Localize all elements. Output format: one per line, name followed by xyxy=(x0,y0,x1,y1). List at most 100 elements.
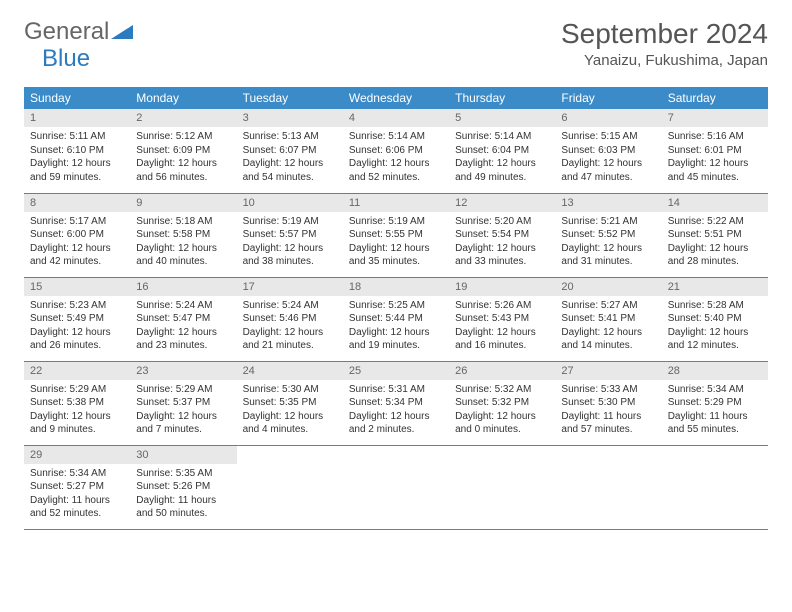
day-details: Sunrise: 5:14 AMSunset: 6:04 PMDaylight:… xyxy=(449,127,555,188)
day-details: Sunrise: 5:21 AMSunset: 5:52 PMDaylight:… xyxy=(555,212,661,273)
day-number: 24 xyxy=(237,362,343,380)
calendar-cell: 21Sunrise: 5:28 AMSunset: 5:40 PMDayligh… xyxy=(662,277,768,361)
weekday-header: Wednesday xyxy=(343,87,449,109)
calendar-cell: 29Sunrise: 5:34 AMSunset: 5:27 PMDayligh… xyxy=(24,445,130,529)
day-number: 6 xyxy=(555,109,661,127)
day-details: Sunrise: 5:34 AMSunset: 5:29 PMDaylight:… xyxy=(662,380,768,441)
day-number: 16 xyxy=(130,278,236,296)
day-number: 5 xyxy=(449,109,555,127)
calendar-cell: 20Sunrise: 5:27 AMSunset: 5:41 PMDayligh… xyxy=(555,277,661,361)
day-number: 2 xyxy=(130,109,236,127)
logo-text-blue: Blue xyxy=(42,45,90,73)
day-details: Sunrise: 5:33 AMSunset: 5:30 PMDaylight:… xyxy=(555,380,661,441)
logo: General xyxy=(24,18,133,46)
day-details: Sunrise: 5:31 AMSunset: 5:34 PMDaylight:… xyxy=(343,380,449,441)
calendar-table: SundayMondayTuesdayWednesdayThursdayFrid… xyxy=(24,87,768,530)
day-details: Sunrise: 5:14 AMSunset: 6:06 PMDaylight:… xyxy=(343,127,449,188)
calendar-row: 1Sunrise: 5:11 AMSunset: 6:10 PMDaylight… xyxy=(24,109,768,193)
day-number: 18 xyxy=(343,278,449,296)
weekday-header: Monday xyxy=(130,87,236,109)
month-title: September 2024 xyxy=(561,18,768,50)
calendar-cell: 18Sunrise: 5:25 AMSunset: 5:44 PMDayligh… xyxy=(343,277,449,361)
day-number: 13 xyxy=(555,194,661,212)
calendar-cell: 23Sunrise: 5:29 AMSunset: 5:37 PMDayligh… xyxy=(130,361,236,445)
day-details: Sunrise: 5:29 AMSunset: 5:37 PMDaylight:… xyxy=(130,380,236,441)
calendar-cell: 26Sunrise: 5:32 AMSunset: 5:32 PMDayligh… xyxy=(449,361,555,445)
day-details: Sunrise: 5:11 AMSunset: 6:10 PMDaylight:… xyxy=(24,127,130,188)
day-number: 7 xyxy=(662,109,768,127)
day-number: 3 xyxy=(237,109,343,127)
calendar-cell: 30Sunrise: 5:35 AMSunset: 5:26 PMDayligh… xyxy=(130,445,236,529)
day-number: 23 xyxy=(130,362,236,380)
day-number: 4 xyxy=(343,109,449,127)
calendar-cell: 11Sunrise: 5:19 AMSunset: 5:55 PMDayligh… xyxy=(343,193,449,277)
calendar-cell: 19Sunrise: 5:26 AMSunset: 5:43 PMDayligh… xyxy=(449,277,555,361)
weekday-header: Friday xyxy=(555,87,661,109)
weekday-header: Saturday xyxy=(662,87,768,109)
calendar-row: 29Sunrise: 5:34 AMSunset: 5:27 PMDayligh… xyxy=(24,445,768,529)
calendar-cell: 10Sunrise: 5:19 AMSunset: 5:57 PMDayligh… xyxy=(237,193,343,277)
day-details: Sunrise: 5:24 AMSunset: 5:46 PMDaylight:… xyxy=(237,296,343,357)
day-number: 1 xyxy=(24,109,130,127)
day-details: Sunrise: 5:32 AMSunset: 5:32 PMDaylight:… xyxy=(449,380,555,441)
day-details: Sunrise: 5:25 AMSunset: 5:44 PMDaylight:… xyxy=(343,296,449,357)
day-number: 19 xyxy=(449,278,555,296)
day-details: Sunrise: 5:26 AMSunset: 5:43 PMDaylight:… xyxy=(449,296,555,357)
calendar-cell: 13Sunrise: 5:21 AMSunset: 5:52 PMDayligh… xyxy=(555,193,661,277)
calendar-cell xyxy=(343,445,449,529)
day-details: Sunrise: 5:19 AMSunset: 5:57 PMDaylight:… xyxy=(237,212,343,273)
weekday-header: Tuesday xyxy=(237,87,343,109)
calendar-cell: 14Sunrise: 5:22 AMSunset: 5:51 PMDayligh… xyxy=(662,193,768,277)
day-details: Sunrise: 5:27 AMSunset: 5:41 PMDaylight:… xyxy=(555,296,661,357)
calendar-cell: 8Sunrise: 5:17 AMSunset: 6:00 PMDaylight… xyxy=(24,193,130,277)
calendar-body: 1Sunrise: 5:11 AMSunset: 6:10 PMDaylight… xyxy=(24,109,768,529)
day-details: Sunrise: 5:17 AMSunset: 6:00 PMDaylight:… xyxy=(24,212,130,273)
day-details: Sunrise: 5:35 AMSunset: 5:26 PMDaylight:… xyxy=(130,464,236,525)
day-number: 8 xyxy=(24,194,130,212)
day-number: 15 xyxy=(24,278,130,296)
calendar-cell: 7Sunrise: 5:16 AMSunset: 6:01 PMDaylight… xyxy=(662,109,768,193)
calendar-cell: 16Sunrise: 5:24 AMSunset: 5:47 PMDayligh… xyxy=(130,277,236,361)
calendar-cell: 6Sunrise: 5:15 AMSunset: 6:03 PMDaylight… xyxy=(555,109,661,193)
day-details: Sunrise: 5:28 AMSunset: 5:40 PMDaylight:… xyxy=(662,296,768,357)
title-block: September 2024 Yanaizu, Fukushima, Japan xyxy=(561,18,768,69)
calendar-cell: 28Sunrise: 5:34 AMSunset: 5:29 PMDayligh… xyxy=(662,361,768,445)
day-details: Sunrise: 5:15 AMSunset: 6:03 PMDaylight:… xyxy=(555,127,661,188)
day-details: Sunrise: 5:12 AMSunset: 6:09 PMDaylight:… xyxy=(130,127,236,188)
logo-triangle-icon xyxy=(111,23,133,41)
day-number: 25 xyxy=(343,362,449,380)
day-number: 9 xyxy=(130,194,236,212)
day-number: 30 xyxy=(130,446,236,464)
calendar-cell: 9Sunrise: 5:18 AMSunset: 5:58 PMDaylight… xyxy=(130,193,236,277)
calendar-cell: 24Sunrise: 5:30 AMSunset: 5:35 PMDayligh… xyxy=(237,361,343,445)
calendar-cell xyxy=(662,445,768,529)
calendar-row: 15Sunrise: 5:23 AMSunset: 5:49 PMDayligh… xyxy=(24,277,768,361)
day-number: 22 xyxy=(24,362,130,380)
day-number: 11 xyxy=(343,194,449,212)
weekday-header: Sunday xyxy=(24,87,130,109)
calendar-cell xyxy=(237,445,343,529)
day-details: Sunrise: 5:13 AMSunset: 6:07 PMDaylight:… xyxy=(237,127,343,188)
day-details: Sunrise: 5:19 AMSunset: 5:55 PMDaylight:… xyxy=(343,212,449,273)
day-number: 26 xyxy=(449,362,555,380)
day-number: 10 xyxy=(237,194,343,212)
day-number: 20 xyxy=(555,278,661,296)
day-details: Sunrise: 5:18 AMSunset: 5:58 PMDaylight:… xyxy=(130,212,236,273)
calendar-cell: 3Sunrise: 5:13 AMSunset: 6:07 PMDaylight… xyxy=(237,109,343,193)
calendar-cell: 2Sunrise: 5:12 AMSunset: 6:09 PMDaylight… xyxy=(130,109,236,193)
day-details: Sunrise: 5:16 AMSunset: 6:01 PMDaylight:… xyxy=(662,127,768,188)
calendar-cell: 5Sunrise: 5:14 AMSunset: 6:04 PMDaylight… xyxy=(449,109,555,193)
day-details: Sunrise: 5:22 AMSunset: 5:51 PMDaylight:… xyxy=(662,212,768,273)
calendar-cell: 17Sunrise: 5:24 AMSunset: 5:46 PMDayligh… xyxy=(237,277,343,361)
day-details: Sunrise: 5:20 AMSunset: 5:54 PMDaylight:… xyxy=(449,212,555,273)
calendar-cell: 22Sunrise: 5:29 AMSunset: 5:38 PMDayligh… xyxy=(24,361,130,445)
calendar-cell: 15Sunrise: 5:23 AMSunset: 5:49 PMDayligh… xyxy=(24,277,130,361)
day-details: Sunrise: 5:29 AMSunset: 5:38 PMDaylight:… xyxy=(24,380,130,441)
day-details: Sunrise: 5:30 AMSunset: 5:35 PMDaylight:… xyxy=(237,380,343,441)
day-number: 14 xyxy=(662,194,768,212)
location-text: Yanaizu, Fukushima, Japan xyxy=(561,52,768,69)
day-details: Sunrise: 5:23 AMSunset: 5:49 PMDaylight:… xyxy=(24,296,130,357)
calendar-cell: 12Sunrise: 5:20 AMSunset: 5:54 PMDayligh… xyxy=(449,193,555,277)
weekday-header-row: SundayMondayTuesdayWednesdayThursdayFrid… xyxy=(24,87,768,109)
calendar-cell: 4Sunrise: 5:14 AMSunset: 6:06 PMDaylight… xyxy=(343,109,449,193)
